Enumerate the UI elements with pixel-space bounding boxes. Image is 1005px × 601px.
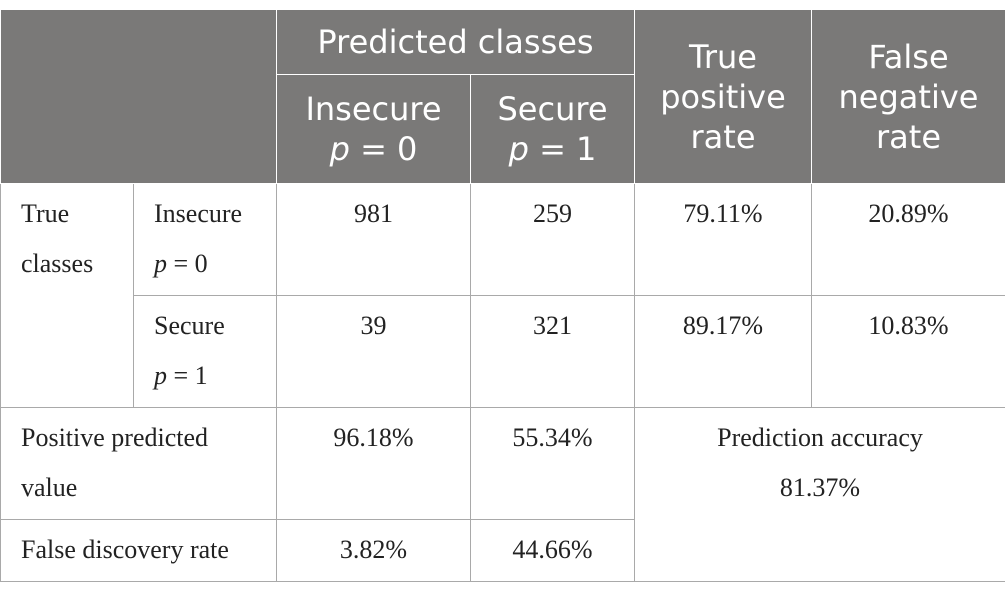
header-predicted-secure: Secure p = 1 (470, 74, 635, 184)
cell-insecure-pred-insecure: 981 (276, 183, 471, 296)
cell-insecure-pred-secure: 259 (470, 183, 635, 296)
table-row-false-discovery-rate: False discovery rate 3.82% 44.66% (0, 519, 1005, 582)
confusion-matrix-table: Predicted classes True positive rate Fal… (0, 9, 1005, 582)
cell-secure-pred-insecure: 39 (276, 295, 471, 408)
cell-secure-fnr: 10.83% (811, 295, 1005, 408)
cell-secure-pred-secure: 321 (470, 295, 635, 408)
cell-ppv-secure: 55.34% (470, 407, 635, 520)
cell-secure-tpr: 89.17% (634, 295, 812, 408)
table-row-insecure: True classes Insecure p = 0 981 259 79.1… (0, 183, 1005, 408)
table-row-positive-predicted-value: Positive predicted value 96.18% 55.34% P… (0, 407, 1005, 582)
header-predicted-insecure: Insecure p = 0 (276, 74, 471, 184)
cell-ppv-insecure: 96.18% (276, 407, 471, 520)
row-label-fdr: False discovery rate (0, 519, 277, 582)
header-false-negative-rate: False negative rate (811, 9, 1005, 184)
cell-insecure-fnr: 20.89% (811, 183, 1005, 296)
row-label-ppv: Positive predicted value (0, 407, 277, 520)
header-empty-corner (0, 9, 277, 184)
header-row-2: Insecure p = 0 Secure p = 1 (1, 74, 1005, 184)
prediction-accuracy-cell: Prediction accuracy 81.37% (634, 407, 1005, 582)
header-row-1: Predicted classes True positive rate Fal… (0, 9, 1005, 184)
cell-insecure-tpr: 79.11% (634, 183, 812, 296)
row-label-secure: Secure p = 1 (133, 295, 277, 408)
cell-fdr-insecure: 3.82% (276, 519, 471, 582)
table-row-secure: Secure p = 1 39 321 89.17% 10.83% (1, 295, 1005, 408)
header-predicted-classes: Predicted classes (276, 9, 635, 75)
true-classes-label: True classes (0, 183, 134, 408)
row-label-insecure: Insecure p = 0 (133, 183, 277, 296)
cell-fdr-secure: 44.66% (470, 519, 635, 582)
header-true-positive-rate: True positive rate (634, 9, 812, 184)
